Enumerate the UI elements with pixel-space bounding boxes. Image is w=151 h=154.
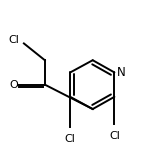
Text: O: O <box>10 80 19 90</box>
Text: Cl: Cl <box>9 35 20 45</box>
Text: N: N <box>117 66 125 79</box>
Text: Cl: Cl <box>109 131 120 141</box>
Text: Cl: Cl <box>65 134 76 144</box>
